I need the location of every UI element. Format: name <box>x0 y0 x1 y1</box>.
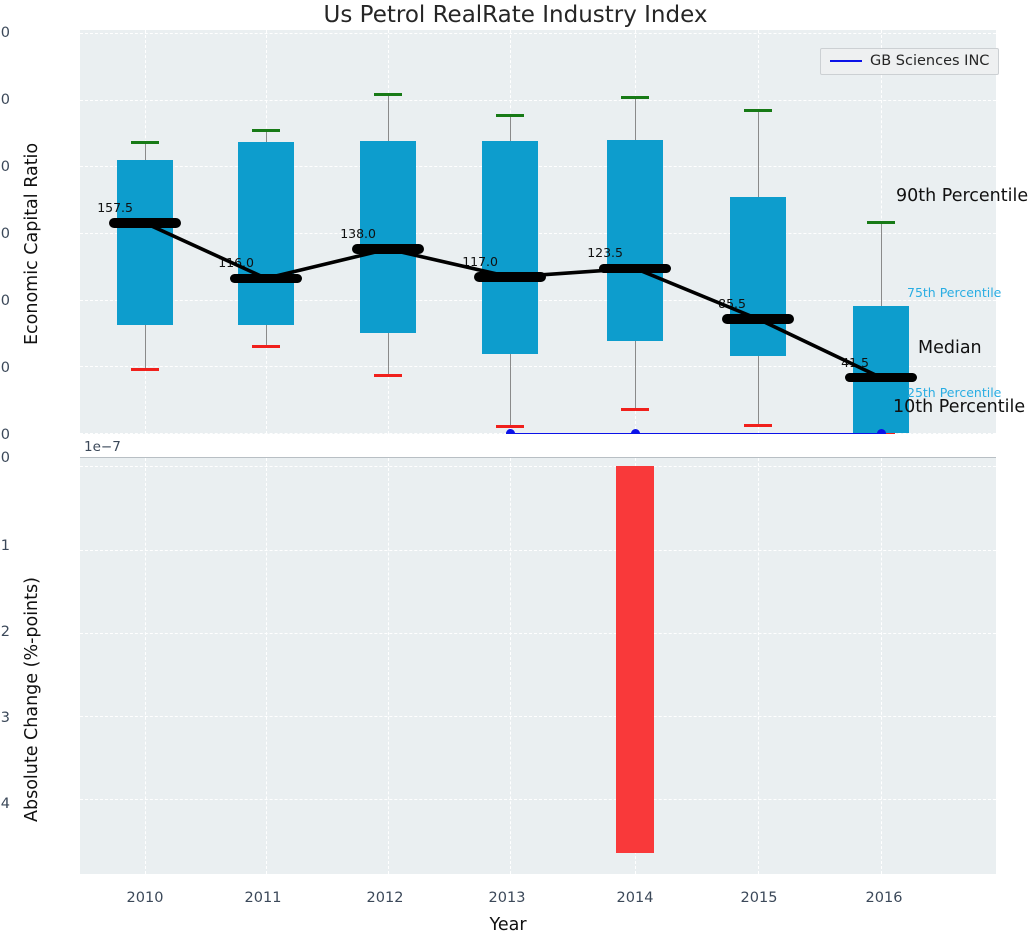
xtick-2011: 2011 <box>244 890 282 906</box>
annotation-10th-percentile: 10th Percentile <box>893 397 1026 417</box>
xtick-2015: 2015 <box>740 890 778 906</box>
box-iqr-2015 <box>730 197 786 356</box>
x-axis-label: Year <box>489 915 527 935</box>
vgridline-bottom-2010 <box>145 458 146 874</box>
company-series-point-2014 <box>630 428 640 434</box>
gridline-bottom-4 <box>80 799 996 801</box>
median-marker-2014 <box>599 263 671 274</box>
panel-divider <box>80 457 996 458</box>
annotation-75th-percentile: 75th Percentile <box>907 285 1002 300</box>
median-marker-2015 <box>722 314 794 324</box>
median-marker-2010 <box>109 218 181 228</box>
gridline-bottom-0 <box>80 466 996 468</box>
annotation-25th-percentile: 25th Percentile <box>907 385 1002 400</box>
median-value-label-2012: 138.0 <box>340 226 376 241</box>
cap-p90-2013 <box>496 114 524 118</box>
company-series-line <box>510 433 881 434</box>
annotation-median: Median <box>918 338 982 358</box>
gridline-top-200 <box>80 166 996 168</box>
ytick-bottom-m3: −3 <box>0 710 10 726</box>
median-marker-2016 <box>845 372 917 383</box>
y-axis-label-top: Economic Capital Ratio <box>22 142 42 345</box>
gridline-top-100 <box>80 299 996 301</box>
annotation-90th-percentile: 90th Percentile <box>896 186 1029 206</box>
y-axis-label-bottom: Absolute Change (%-points) <box>22 577 42 822</box>
cap-p10-2015 <box>744 423 772 427</box>
cap-p10-2014 <box>621 407 649 411</box>
xtick-2016: 2016 <box>865 890 903 906</box>
vgridline-bottom-2011 <box>266 458 267 874</box>
cap-p90-2010 <box>131 141 159 144</box>
cap-p10-2011 <box>252 345 280 348</box>
gridline-bottom-3 <box>80 715 996 717</box>
ytick-top-0: 0 <box>0 427 10 443</box>
change-bar-2014 <box>616 466 654 854</box>
median-marker-2012 <box>352 244 424 254</box>
gridline-top-300 <box>80 33 996 34</box>
xtick-2010: 2010 <box>126 890 164 906</box>
economic-capital-ratio-panel: 157.5 116.0 138.0 117.0 123.5 85.5 41.5 <box>80 30 996 434</box>
median-marker-2013 <box>474 272 546 282</box>
median-value-label-2010: 157.5 <box>97 200 133 215</box>
box-iqr-2010 <box>117 159 173 325</box>
cap-p10-2010 <box>131 367 159 371</box>
median-value-label-2015: 85.5 <box>718 296 746 311</box>
cap-p90-2011 <box>252 129 280 132</box>
cap-p90-2014 <box>621 95 649 99</box>
ytick-top-250: 250 <box>0 92 10 108</box>
cap-p90-2012 <box>374 93 402 96</box>
median-value-label-2011: 116.0 <box>218 255 254 271</box>
gridline-top-250 <box>80 99 996 101</box>
cap-p90-2016 <box>867 221 895 224</box>
gridline-bottom-1 <box>80 549 996 551</box>
median-value-label-2013: 117.0 <box>462 254 498 269</box>
ytick-bottom-m4: −4 <box>0 796 10 812</box>
ytick-top-100: 100 <box>0 293 10 309</box>
gridline-bottom-2 <box>80 632 996 634</box>
cap-p10-2013 <box>496 425 524 428</box>
chart-title: Us Petrol RealRate Industry Index <box>323 2 708 28</box>
median-value-label-2016: 41.5 <box>841 354 869 370</box>
ytick-top-50: 50 <box>0 360 10 376</box>
ytick-top-200: 200 <box>0 159 10 175</box>
gridline-top-150 <box>80 233 996 234</box>
ytick-top-300: 300 <box>0 25 10 41</box>
vgridline-bottom-2016 <box>881 458 882 874</box>
absolute-change-panel <box>80 458 996 874</box>
bottom-axis-offset: 1e−7 <box>84 439 121 455</box>
cap-p90-2015 <box>744 109 772 112</box>
vgridline-bottom-2013 <box>510 458 511 874</box>
median-value-label-2014: 123.5 <box>587 245 623 261</box>
box-iqr-2014 <box>607 139 663 341</box>
company-series-point-2013 <box>505 428 515 434</box>
vgridline-bottom-2015 <box>758 458 759 874</box>
ytick-bottom-m1: −1 <box>0 538 10 554</box>
legend-label-gb-sciences: GB Sciences INC <box>870 53 990 69</box>
company-series-point-2016 <box>876 428 886 434</box>
chart-legend[interactable]: GB Sciences INC <box>820 48 1000 75</box>
xtick-2012: 2012 <box>366 890 404 906</box>
ytick-top-150: 150 <box>0 226 10 242</box>
box-iqr-2013 <box>482 141 538 355</box>
cap-p10-2012 <box>374 374 402 378</box>
median-marker-2011 <box>230 273 302 284</box>
legend-line-swatch <box>830 60 862 62</box>
xtick-2014: 2014 <box>616 890 654 906</box>
box-iqr-2011 <box>238 142 294 325</box>
ytick-bottom-0: 0 <box>0 450 10 466</box>
ytick-bottom-m2: −2 <box>0 624 10 640</box>
vgridline-bottom-2012 <box>388 458 389 874</box>
xtick-2013: 2013 <box>488 890 526 906</box>
